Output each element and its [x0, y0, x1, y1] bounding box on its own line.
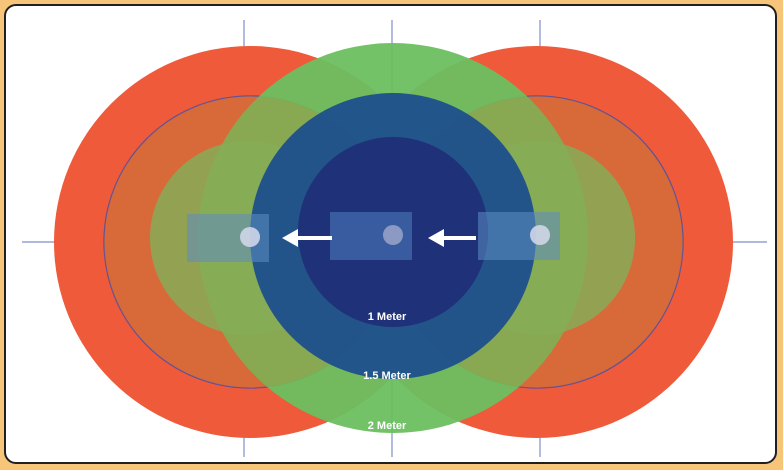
label-1-5-meter: 1.5 Meter — [363, 370, 411, 382]
distance-zones-diagram: 1 Meter 1.5 Meter 2 Meter — [22, 20, 767, 457]
left-person-dot — [240, 227, 260, 247]
arrow-left-icon — [428, 229, 476, 247]
diagram-frame: 1 Meter 1.5 Meter 2 Meter — [4, 4, 777, 464]
center-person-dot — [383, 225, 403, 245]
arrow-left-icon — [282, 229, 332, 247]
label-2-meter: 2 Meter — [368, 420, 407, 432]
right-person-dot — [530, 225, 550, 245]
label-1-meter: 1 Meter — [368, 311, 407, 323]
